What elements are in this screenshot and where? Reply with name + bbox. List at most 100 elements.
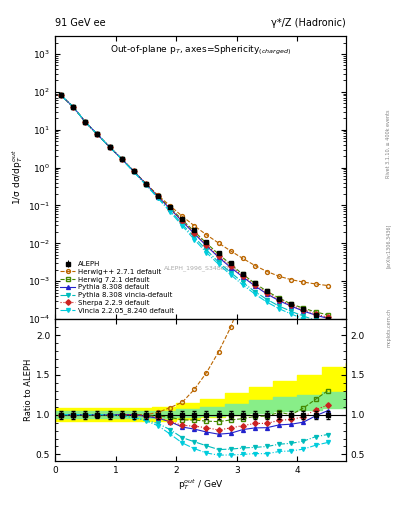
Herwig 7.2.1 default: [131, 168, 136, 174]
Text: ALEPH_1996_S3486095: ALEPH_1996_S3486095: [164, 265, 237, 271]
Pythia 8.308 vincia-default: [168, 207, 173, 214]
Sherpa 2.2.9 default: [180, 218, 185, 224]
Pythia 8.308 vincia-default: [228, 269, 233, 275]
Vincia 2.2.05_8.240 default: [119, 156, 124, 162]
Herwig 7.2.1 default: [143, 181, 148, 187]
Herwig 7.2.1 default: [253, 280, 257, 286]
Pythia 8.308 vincia-default: [325, 321, 330, 327]
Pythia 8.308 default: [277, 297, 281, 304]
Herwig 7.2.1 default: [313, 309, 318, 315]
Sherpa 2.2.9 default: [119, 156, 124, 162]
Herwig 7.2.1 default: [204, 240, 209, 246]
Pythia 8.308 vincia-default: [192, 234, 197, 240]
Y-axis label: 1/σ dσ/dp$_{T}^{out}$: 1/σ dσ/dp$_{T}^{out}$: [10, 150, 25, 205]
Pythia 8.308 default: [83, 119, 88, 125]
Sherpa 2.2.9 default: [192, 230, 197, 236]
Herwig 7.2.1 default: [192, 228, 197, 234]
Vincia 2.2.05_8.240 default: [301, 316, 306, 322]
Sherpa 2.2.9 default: [59, 92, 63, 98]
Herwig++ 2.7.1 default: [95, 132, 100, 138]
Text: Out-of-plane p$_{T}$, axes=Sphericity$_{(charged)}$: Out-of-plane p$_{T}$, axes=Sphericity$_{…: [110, 45, 291, 57]
Vincia 2.2.05_8.240 default: [131, 169, 136, 175]
Herwig 7.2.1 default: [277, 295, 281, 301]
Herwig 7.2.1 default: [168, 205, 173, 211]
Herwig++ 2.7.1 default: [119, 156, 124, 162]
Vincia 2.2.05_8.240 default: [83, 119, 88, 125]
Herwig 7.2.1 default: [228, 261, 233, 267]
Herwig 7.2.1 default: [216, 251, 221, 257]
Sherpa 2.2.9 default: [204, 242, 209, 248]
Herwig 7.2.1 default: [301, 305, 306, 311]
Text: [arXiv:1306.3436]: [arXiv:1306.3436]: [386, 224, 391, 268]
Sherpa 2.2.9 default: [71, 104, 75, 110]
Herwig++ 2.7.1 default: [59, 92, 63, 98]
Sherpa 2.2.9 default: [289, 302, 294, 308]
Vincia 2.2.05_8.240 default: [59, 92, 63, 98]
Herwig++ 2.7.1 default: [83, 119, 88, 125]
Pythia 8.308 default: [216, 254, 221, 260]
Pythia 8.308 default: [95, 132, 100, 138]
Sherpa 2.2.9 default: [131, 168, 136, 174]
Pythia 8.308 default: [325, 315, 330, 322]
Sherpa 2.2.9 default: [313, 311, 318, 317]
Pythia 8.308 default: [107, 144, 112, 150]
Herwig 7.2.1 default: [95, 132, 100, 138]
Pythia 8.308 default: [289, 303, 294, 309]
Sherpa 2.2.9 default: [277, 296, 281, 303]
Vincia 2.2.05_8.240 default: [216, 261, 221, 267]
Herwig++ 2.7.1 default: [180, 213, 185, 219]
Pythia 8.308 vincia-default: [119, 156, 124, 162]
Herwig++ 2.7.1 default: [253, 263, 257, 269]
Sherpa 2.2.9 default: [241, 273, 245, 279]
Pythia 8.308 vincia-default: [277, 303, 281, 309]
Pythia 8.308 vincia-default: [253, 289, 257, 295]
Pythia 8.308 default: [168, 206, 173, 212]
Vincia 2.2.05_8.240 default: [95, 132, 100, 138]
Pythia 8.308 default: [59, 92, 63, 98]
Herwig++ 2.7.1 default: [301, 279, 306, 285]
Pythia 8.308 vincia-default: [216, 259, 221, 265]
Pythia 8.308 vincia-default: [83, 119, 88, 125]
Vincia 2.2.05_8.240 default: [156, 195, 160, 201]
Herwig++ 2.7.1 default: [313, 281, 318, 287]
Pythia 8.308 default: [71, 104, 75, 110]
Pythia 8.308 default: [241, 274, 245, 280]
Pythia 8.308 default: [204, 243, 209, 249]
Pythia 8.308 vincia-default: [71, 104, 75, 110]
Sherpa 2.2.9 default: [143, 181, 148, 187]
Vincia 2.2.05_8.240 default: [241, 282, 245, 288]
Text: γ*/Z (Hadronic): γ*/Z (Hadronic): [271, 18, 346, 28]
Herwig++ 2.7.1 default: [289, 276, 294, 283]
Pythia 8.308 vincia-default: [143, 182, 148, 188]
Pythia 8.308 vincia-default: [95, 132, 100, 138]
Sherpa 2.2.9 default: [168, 206, 173, 212]
Pythia 8.308 default: [301, 308, 306, 314]
Sherpa 2.2.9 default: [95, 132, 100, 138]
Herwig++ 2.7.1 default: [131, 168, 136, 174]
Herwig++ 2.7.1 default: [156, 193, 160, 199]
Vincia 2.2.05_8.240 default: [313, 320, 318, 326]
Herwig++ 2.7.1 default: [325, 283, 330, 289]
Herwig 7.2.1 default: [156, 193, 160, 199]
Pythia 8.308 vincia-default: [156, 195, 160, 201]
Vincia 2.2.05_8.240 default: [168, 209, 173, 215]
Herwig++ 2.7.1 default: [192, 223, 197, 229]
Y-axis label: Ratio to ALEPH: Ratio to ALEPH: [24, 359, 33, 421]
Pythia 8.308 vincia-default: [289, 308, 294, 314]
Herwig++ 2.7.1 default: [277, 273, 281, 280]
Pythia 8.308 default: [180, 218, 185, 224]
Pythia 8.308 default: [131, 168, 136, 174]
Pythia 8.308 default: [253, 283, 257, 289]
Pythia 8.308 vincia-default: [301, 313, 306, 319]
Vincia 2.2.05_8.240 default: [253, 291, 257, 297]
Line: Herwig++ 2.7.1 default: Herwig++ 2.7.1 default: [59, 94, 330, 288]
Sherpa 2.2.9 default: [83, 119, 88, 125]
Pythia 8.308 vincia-default: [131, 169, 136, 175]
Herwig++ 2.7.1 default: [168, 203, 173, 209]
Herwig 7.2.1 default: [71, 104, 75, 110]
Vincia 2.2.05_8.240 default: [143, 182, 148, 188]
Pythia 8.308 vincia-default: [265, 296, 270, 303]
Herwig 7.2.1 default: [107, 144, 112, 150]
Herwig++ 2.7.1 default: [228, 248, 233, 254]
Pythia 8.308 vincia-default: [313, 317, 318, 323]
